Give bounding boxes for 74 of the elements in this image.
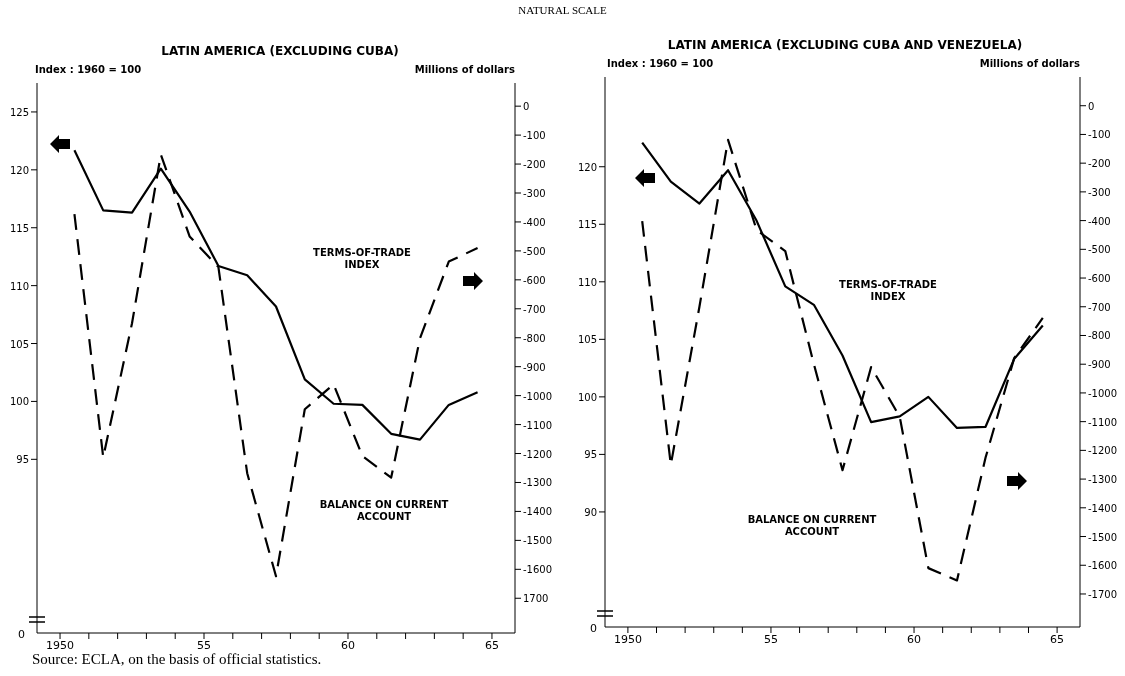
annotation: BALANCE ON CURRENT ACCOUNT: [747, 514, 877, 537]
y-tick-label: 100: [9, 396, 29, 408]
y2-tick-label: -1000: [523, 390, 553, 402]
y2-tick-label: -1600: [1088, 560, 1118, 572]
chart-title: LATIN AMERICA (EXCLUDING CUBA AND VENEZUELA): [666, 38, 1024, 52]
x-tick-label: 65: [1050, 632, 1065, 646]
x-tick-label: 55: [763, 632, 778, 646]
x-tick-label: 60: [340, 638, 355, 652]
y2-tick-label: -600: [523, 274, 546, 286]
y2-tick-label: -1200: [523, 448, 553, 460]
line-series: [641, 138, 1044, 582]
y-tick-label: 105: [577, 334, 597, 346]
x-tick-label: 55: [197, 638, 212, 652]
y2-tick-label: -200: [1088, 158, 1111, 170]
y2-tick-label: -1300: [1088, 474, 1118, 486]
y2-axis-title: Millions of dollars: [979, 58, 1080, 69]
y2-tick-label: -800: [523, 332, 546, 344]
y2-tick-label: -1100: [1088, 416, 1118, 428]
y-tick-label: 95: [584, 449, 597, 461]
y-tick-label: 100: [577, 391, 597, 403]
y2-tick-label: -100: [1088, 129, 1111, 141]
y2-tick-label: -500: [523, 245, 546, 257]
y2-tick-label: -300: [1088, 186, 1111, 198]
chart-title: LATIN AMERICA (EXCLUDING CUBA): [160, 44, 400, 58]
y2-tick-label: -100: [523, 130, 546, 142]
y-tick-label: 110: [577, 276, 597, 288]
y2-tick-label: -500: [1088, 244, 1111, 256]
y-tick-label: 110: [9, 280, 29, 292]
y2-tick-label: -900: [523, 361, 546, 373]
y-tick-label: 115: [9, 222, 29, 234]
y2-tick-label: -1600: [523, 564, 553, 576]
y-tick-label: 90: [584, 506, 597, 518]
y-axis-title: Index : 1960 = 100: [607, 58, 714, 69]
y2-tick-label: -1500: [523, 535, 553, 547]
y-tick-label: 105: [9, 338, 29, 350]
x-tick-label: 65: [484, 638, 499, 652]
y2-tick-label: -700: [523, 303, 546, 315]
source-note: Source: ECLA, on the basis of official statistics.: [32, 651, 322, 667]
text: NATURAL SCALE: [517, 4, 608, 16]
y2-tick-label: -200: [523, 159, 546, 171]
annotation: TERMS-OF-TRADE INDEX: [839, 279, 938, 302]
y-axis-title: Index : 1960 = 100: [35, 64, 142, 75]
y-tick-label: 120: [577, 161, 597, 173]
y-tick-label: 120: [9, 164, 29, 176]
y2-tick-label: -600: [1088, 273, 1111, 285]
y2-tick-label: -1700: [1088, 588, 1118, 600]
x-tick-label: 1950: [613, 632, 642, 646]
y2-tick-label: -400: [523, 216, 546, 228]
y2-tick-label: -300: [523, 188, 546, 199]
y-tick-label: 95: [16, 454, 29, 466]
y2-tick-label: 1700: [523, 593, 549, 605]
y2-tick-label: -700: [1088, 301, 1111, 313]
x-tick-label: 1950: [46, 638, 75, 652]
y-tick-label: 125: [9, 106, 29, 118]
x-tick-label: 60: [907, 632, 922, 646]
text: 0: [18, 628, 25, 641]
text: 0: [590, 622, 597, 635]
y-tick-label: 115: [577, 219, 597, 231]
y2-tick-label: -1400: [1088, 502, 1118, 514]
y2-tick-label: -1400: [523, 506, 553, 518]
line-series: [73, 153, 479, 578]
annotation: BALANCE ON CURRENT ACCOUNT: [319, 499, 449, 522]
y2-tick-label: -1100: [523, 419, 553, 431]
y2-tick-label: -800: [1088, 330, 1111, 342]
annotation: TERMS-OF-TRADE INDEX: [313, 247, 412, 270]
y2-tick-label: 0: [1088, 100, 1095, 112]
y2-tick-label: -900: [1088, 359, 1111, 371]
y2-tick-label: -1000: [1088, 387, 1118, 399]
y2-tick-label: 0: [523, 101, 530, 113]
y2-axis-title: Millions of dollars: [414, 64, 515, 75]
y2-tick-label: -1500: [1088, 531, 1118, 543]
y2-tick-label: -1200: [1088, 445, 1118, 457]
y2-tick-label: -1300: [523, 477, 553, 489]
y2-tick-label: -400: [1088, 215, 1111, 227]
